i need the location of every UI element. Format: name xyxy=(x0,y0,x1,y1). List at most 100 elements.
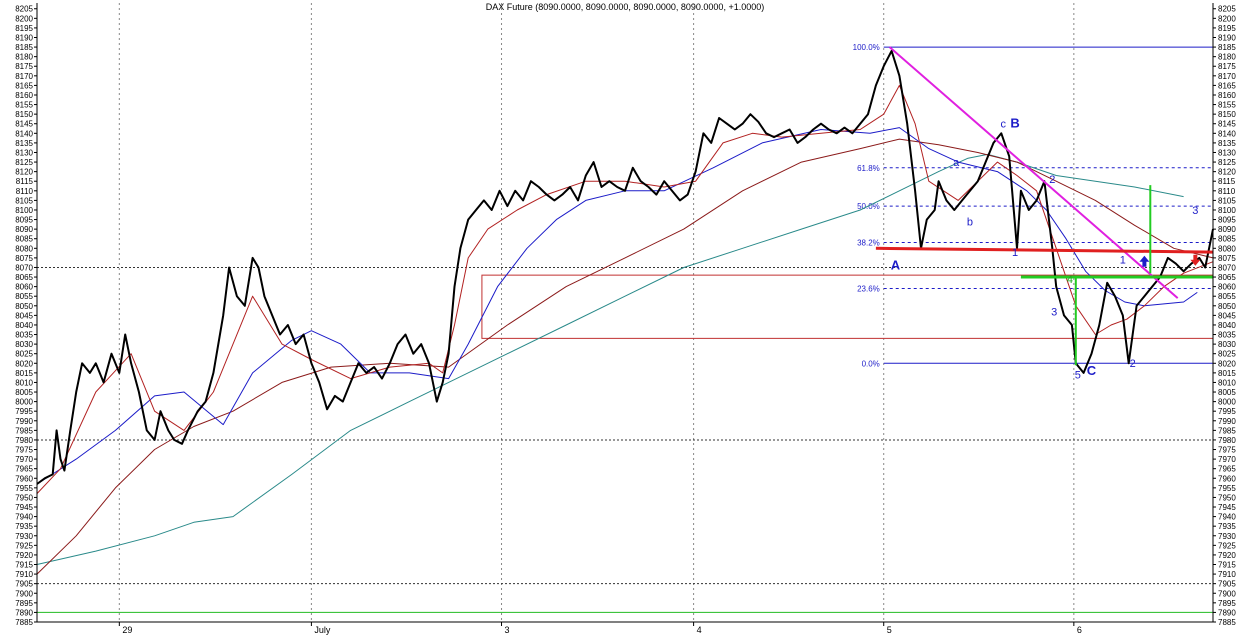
y-tick-label-right: 8000 xyxy=(1218,398,1236,407)
y-tick-label-left: 7910 xyxy=(15,570,33,579)
fib-level-label: 100.0% xyxy=(853,43,880,52)
y-tick-label-right: 8165 xyxy=(1218,81,1236,90)
y-tick-label-left: 7930 xyxy=(15,532,33,541)
y-tick-label-right: 7945 xyxy=(1218,503,1236,512)
trendline xyxy=(888,46,1179,299)
y-tick-label-right: 8125 xyxy=(1218,158,1236,167)
y-tick-label-left: 8120 xyxy=(15,168,33,177)
y-tick-label-right: 8065 xyxy=(1218,273,1236,282)
y-tick-label-right: 7950 xyxy=(1218,493,1236,502)
y-tick-label-left: 8035 xyxy=(15,331,33,340)
y-tick-label-left: 8185 xyxy=(15,43,33,52)
y-tick-label-right: 7900 xyxy=(1218,589,1236,598)
y-tick-label-right: 8185 xyxy=(1218,43,1236,52)
y-tick-label-left: 7940 xyxy=(15,513,33,522)
y-tick-label-right: 8115 xyxy=(1218,177,1236,186)
y-tick-label-right: 8020 xyxy=(1218,359,1236,368)
y-tick-label-right: 8145 xyxy=(1218,120,1236,129)
y-tick-label-right: 7885 xyxy=(1218,618,1236,627)
y-tick-label-right: 8170 xyxy=(1218,72,1236,81)
y-tick-label-right: 8140 xyxy=(1218,129,1236,138)
y-tick-label-left: 8070 xyxy=(15,263,33,272)
y-tick-label-left: 8165 xyxy=(15,81,33,90)
y-tick-label-right: 8025 xyxy=(1218,350,1236,359)
y-tick-label-right: 8105 xyxy=(1218,196,1236,205)
series-line-ma-red-slow xyxy=(36,138,1214,575)
y-tick-label-left: 8005 xyxy=(15,388,33,397)
y-tick-label-left: 7945 xyxy=(15,503,33,512)
y-tick-label-right: 8045 xyxy=(1218,311,1236,320)
y-tick-label-left: 7970 xyxy=(15,455,33,464)
y-tick-label-left: 7985 xyxy=(15,426,33,435)
y-tick-label-right: 7940 xyxy=(1218,513,1236,522)
y-tick-label-right: 8150 xyxy=(1218,110,1236,119)
y-tick-label-right: 8195 xyxy=(1218,24,1236,33)
y-tick-label-right: 8135 xyxy=(1218,139,1236,148)
y-tick-label-left: 8140 xyxy=(15,129,33,138)
y-tick-label-right: 8040 xyxy=(1218,321,1236,330)
chart-title: DAX Future (8090.0000, 8090.0000, 8090.0… xyxy=(486,2,764,12)
y-tick-label-left: 8060 xyxy=(15,283,33,292)
y-tick-label-left: 7890 xyxy=(15,608,33,617)
y-tick-label-left: 8170 xyxy=(15,72,33,81)
y-tick-label-left: 8190 xyxy=(15,33,33,42)
y-tick-label-right: 7915 xyxy=(1218,561,1236,570)
x-tick-label: 3 xyxy=(505,625,510,635)
y-tick-label-left: 7885 xyxy=(15,618,33,627)
y-tick-label-left: 8100 xyxy=(15,206,33,215)
y-tick-label-right: 8080 xyxy=(1218,244,1236,253)
y-tick-label-left: 8195 xyxy=(15,24,33,33)
wave-label: 4 xyxy=(1067,274,1073,286)
fib-level-label: 38.2% xyxy=(857,239,880,248)
y-tick-label-left: 7895 xyxy=(15,599,33,608)
wave-label: 5 xyxy=(1075,370,1081,382)
y-tick-label-right: 7985 xyxy=(1218,426,1236,435)
y-tick-label-left: 8205 xyxy=(15,5,33,14)
y-tick-label-right: 8175 xyxy=(1218,62,1236,71)
y-tick-label-right: 8100 xyxy=(1218,206,1236,215)
y-tick-label-right: 7925 xyxy=(1218,541,1236,550)
y-tick-label-left: 8130 xyxy=(15,148,33,157)
trendline xyxy=(875,246,1214,254)
x-tick-label: July xyxy=(314,625,331,635)
y-tick-label-left: 8180 xyxy=(15,53,33,62)
y-tick-label-right: 8050 xyxy=(1218,302,1236,311)
y-tick-label-left: 8110 xyxy=(16,187,34,196)
y-tick-label-left: 8090 xyxy=(15,225,33,234)
y-tick-label-left: 8145 xyxy=(15,120,33,129)
y-tick-label-left: 8080 xyxy=(15,244,33,253)
y-tick-label-right: 8060 xyxy=(1218,283,1236,292)
wave-label: B xyxy=(1010,116,1019,131)
y-tick-label-left: 8150 xyxy=(15,110,33,119)
plot-layer: 100.0% 61.8% 50.0% 38.2% 23.6% 0.0% Ac Ba b 1 2 3 4 5… xyxy=(36,43,1214,575)
y-tick-label-left: 8095 xyxy=(15,216,33,225)
y-tick-label-left: 7980 xyxy=(15,436,33,445)
fib-level-label: 50.0% xyxy=(857,202,880,211)
y-tick-label-right: 8160 xyxy=(1218,91,1236,100)
y-tick-label-left: 8125 xyxy=(15,158,33,167)
y-tick-label-left: 7950 xyxy=(15,493,33,502)
y-tick-label-left: 7920 xyxy=(15,551,33,560)
y-tick-label-right: 7955 xyxy=(1218,484,1236,493)
y-tick-label-left: 8105 xyxy=(15,196,33,205)
y-tick-label-left: 7990 xyxy=(15,417,33,426)
y-tick-label-right: 8055 xyxy=(1218,292,1236,301)
y-tick-label-left: 7960 xyxy=(15,474,33,483)
series-line-ma-red-fast xyxy=(36,84,1214,494)
series-line-ma-teal xyxy=(36,153,1184,565)
wave-label: b xyxy=(967,216,973,228)
y-tick-label-left: 8075 xyxy=(15,254,33,263)
x-tick-label: 5 xyxy=(887,625,892,635)
wave-label: 1 xyxy=(1012,247,1018,259)
y-tick-label-right: 8110 xyxy=(1218,187,1236,196)
y-tick-label-left: 8175 xyxy=(15,62,33,71)
y-tick-label-right: 7990 xyxy=(1218,417,1236,426)
y-tick-label-left: 7925 xyxy=(15,541,33,550)
y-tick-label-right: 7995 xyxy=(1218,407,1236,416)
wave-label: A xyxy=(891,257,901,272)
y-tick-label-right: 8155 xyxy=(1218,101,1236,110)
y-tick-label-left: 8065 xyxy=(15,273,33,282)
y-tick-label-left: 8115 xyxy=(16,177,34,186)
wave-label: 2 xyxy=(1049,174,1055,186)
